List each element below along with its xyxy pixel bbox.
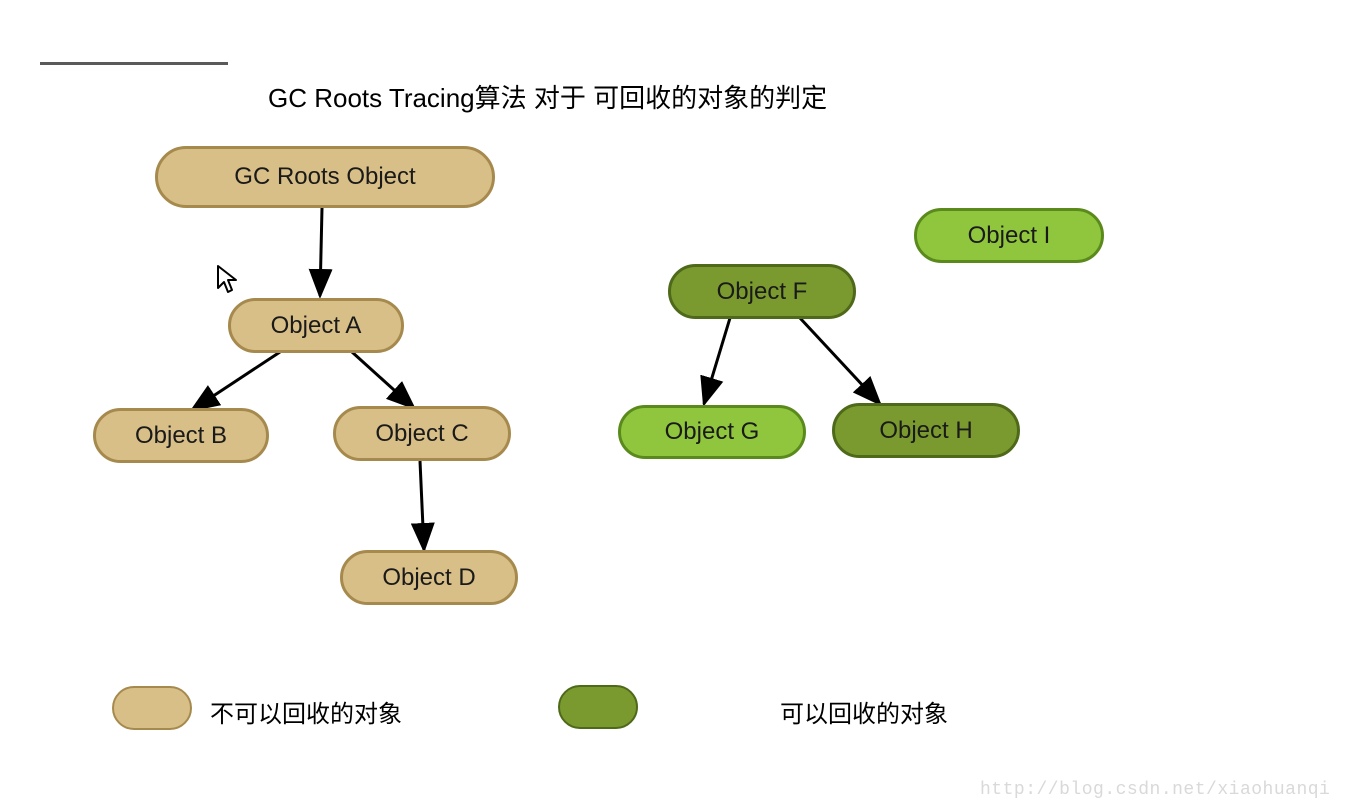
node-a: Object A (228, 298, 404, 353)
diagram-title: GC Roots Tracing算法 对于 可回收的对象的判定 (268, 78, 827, 115)
node-g: Object G (618, 405, 806, 459)
node-b: Object B (93, 408, 269, 463)
cursor-icon (216, 264, 240, 301)
watermark-text: http://blog.csdn.net/xiaohuanqi (980, 780, 1330, 800)
node-label: Object B (135, 422, 227, 450)
node-label: Object A (271, 312, 362, 340)
edge-f-h (800, 318, 880, 404)
node-label: GC Roots Object (234, 163, 415, 191)
legend-label-0: 不可以回收的对象 (210, 694, 402, 729)
legend-swatch-1 (558, 685, 638, 729)
legend-label-1: 可以回收的对象 (780, 694, 948, 729)
node-gcroot: GC Roots Object (155, 146, 495, 208)
node-label: Object C (375, 420, 468, 448)
node-f: Object F (668, 264, 856, 319)
node-label: Object I (968, 222, 1051, 250)
node-label: Object G (665, 418, 760, 446)
edge-c-d (420, 461, 424, 550)
edge-f-g (704, 318, 730, 404)
node-label: Object H (879, 417, 972, 445)
node-i: Object I (914, 208, 1104, 263)
top-divider (40, 62, 228, 65)
edges-layer (0, 0, 1354, 806)
legend-swatch-0 (112, 686, 192, 730)
node-label: Object D (382, 564, 475, 592)
edge-a-b (192, 352, 280, 410)
node-d: Object D (340, 550, 518, 605)
edge-a-c (352, 352, 414, 408)
node-c: Object C (333, 406, 511, 461)
node-h: Object H (832, 403, 1020, 458)
node-label: Object F (717, 278, 808, 306)
edge-gcroot-a (320, 208, 322, 296)
